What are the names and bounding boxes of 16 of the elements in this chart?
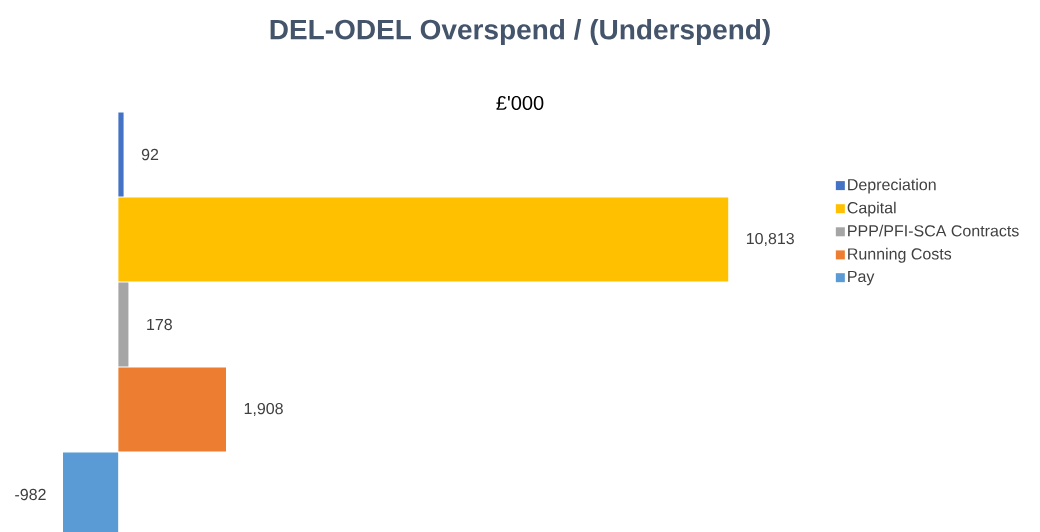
data-label: -982 [15,488,46,501]
legend-label: Capital [847,201,896,217]
legend-label: Pay [848,270,875,286]
data-label: 92 [141,148,159,161]
bar [118,367,226,452]
bar [118,282,129,367]
legend-label: Running Costs [848,247,952,263]
text: £'000 [496,95,544,111]
data-label: 178 [147,318,172,331]
data-label: 10,813 [746,232,794,247]
legend-label: Depreciation [848,178,936,194]
bar [118,197,729,282]
bar [118,112,124,197]
data-label: 1,908 [244,402,283,417]
legend-label: PPP/PFI-SCA Contracts [848,224,1019,237]
chart-title: DEL-ODEL Overspend / (Underspend) [270,18,770,46]
